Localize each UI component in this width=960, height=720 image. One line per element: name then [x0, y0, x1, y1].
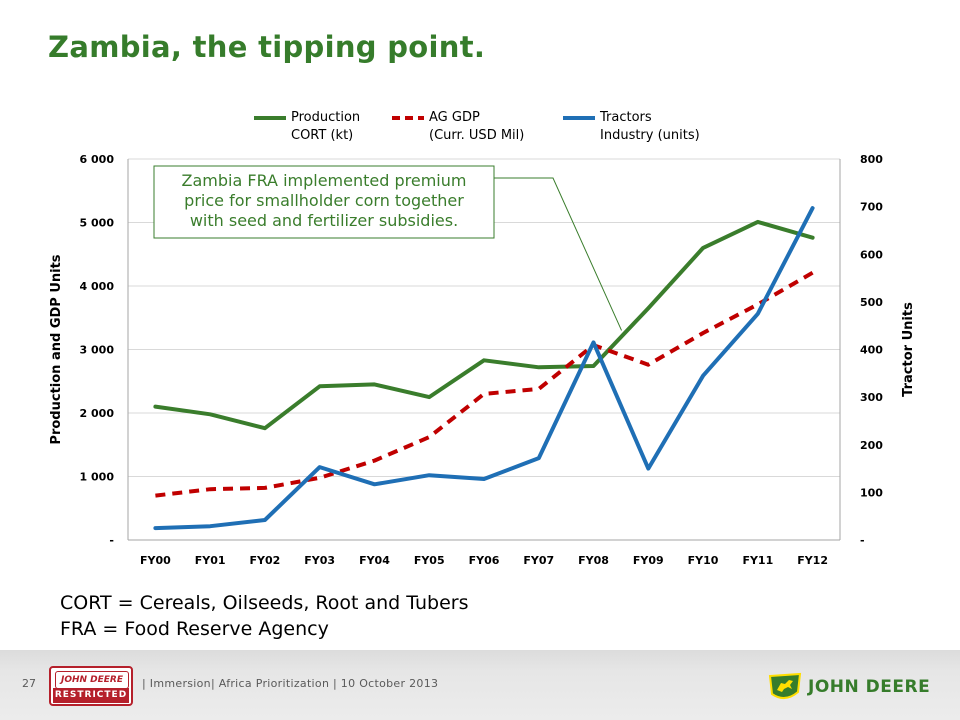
x-tick-label: FY07: [523, 554, 554, 567]
y-left-tick-label: -: [109, 534, 114, 547]
x-tick-label: FY00: [140, 554, 171, 567]
y-left-axis-title: Production and GDP Units: [49, 254, 64, 444]
restricted-badge: JOHN DEERE RESTRICTED: [49, 666, 133, 706]
y-left-tick-label: 1 000: [80, 471, 115, 484]
y-left-tick-label: 2 000: [80, 407, 115, 420]
x-tick-label: FY09: [633, 554, 664, 567]
x-tick-label: FY05: [414, 554, 445, 567]
series-line-ag_gdp: [155, 270, 814, 498]
annotation-box: [153, 165, 495, 239]
legend-label-production: Production: [291, 110, 360, 125]
x-tick-label: FY11: [742, 554, 773, 567]
y-right-tick-label: 500: [860, 296, 883, 309]
y-right-tick-label: 100: [860, 486, 883, 499]
x-tick-label: FY03: [304, 554, 335, 567]
definition-fra: FRA = Food Reserve Agency: [60, 618, 329, 640]
y-right-tick-label: 600: [860, 248, 883, 261]
annotation-text: price for smallholder corn together: [184, 191, 464, 210]
y-right-tick-label: 200: [860, 439, 883, 452]
x-tick-label: FY10: [688, 554, 719, 567]
leaping-deer-icon: [768, 672, 802, 699]
footer-text: | Immersion| Africa Prioritization | 10 …: [142, 677, 439, 690]
logo-wordmark: JOHN DEERE: [808, 677, 931, 697]
restricted-badge-label: RESTRICTED: [53, 688, 129, 703]
legend-label-tractors: Tractors: [599, 110, 652, 125]
y-left-tick-label: 5 000: [80, 217, 115, 230]
definition-cort: CORT = Cereals, Oilseeds, Root and Tuber…: [60, 592, 469, 614]
y-left-tick-label: 6 000: [80, 153, 115, 166]
x-tick-label: FY01: [195, 554, 226, 567]
y-right-axis-title: Tractor Units: [901, 302, 916, 397]
x-tick-label: FY02: [250, 554, 281, 567]
slide-title: Zambia, the tipping point.: [48, 30, 486, 64]
annotation-text: with seed and fertilizer subsidies.: [190, 211, 458, 230]
y-right-tick-label: 400: [860, 344, 883, 357]
series-line-production: [153, 219, 815, 431]
page-number: 27: [22, 677, 36, 690]
y-right-tick-label: 700: [860, 201, 883, 214]
x-tick-label: FY04: [359, 554, 390, 567]
series-line-tractors: [153, 206, 815, 531]
line-chart: - 1 000 2 000 3 000 4 000 5 000 6 000 - 100 200 30…: [49, 110, 916, 567]
legend-sublabel-production: CORT (kt): [291, 128, 353, 143]
x-tick-label: FY08: [578, 554, 609, 567]
legend-sublabel-tractors: Industry (units): [600, 128, 700, 143]
y-left-tick-label: 3 000: [80, 344, 115, 357]
footer-bar: [0, 650, 960, 720]
x-tick-label: FY06: [469, 554, 500, 567]
annotation-text: Zambia FRA implemented premium: [182, 171, 467, 190]
restricted-badge-brand: JOHN DEERE: [55, 671, 129, 689]
legend-label-ag_gdp: AG GDP: [429, 110, 480, 125]
y-left-tick-label: 4 000: [80, 280, 115, 293]
legend-sublabel-ag_gdp: (Curr. USD Mil): [429, 128, 524, 143]
y-right-tick-label: 300: [860, 391, 883, 404]
y-right-tick-label: 800: [860, 153, 883, 166]
x-tick-label: FY12: [797, 554, 828, 567]
y-right-tick-label: -: [860, 534, 865, 547]
john-deere-logo: JOHN DEERE: [768, 670, 930, 704]
annotation-leader-line: [494, 177, 622, 331]
